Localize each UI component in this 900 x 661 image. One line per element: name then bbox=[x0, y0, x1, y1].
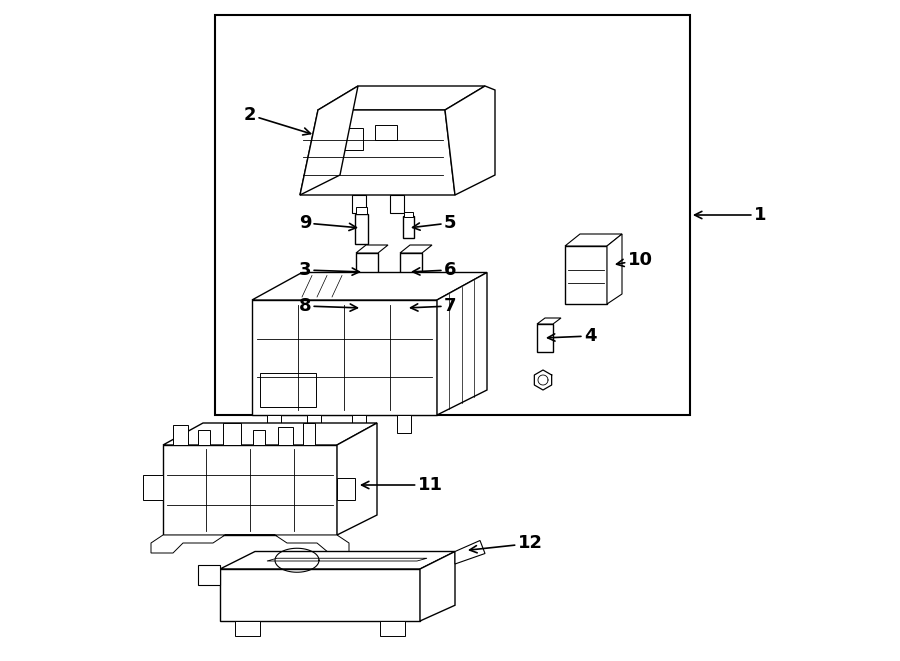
Bar bbox=[373, 290, 377, 299]
Polygon shape bbox=[565, 234, 622, 246]
Text: 12: 12 bbox=[470, 535, 543, 553]
Bar bbox=[352, 415, 366, 433]
Text: 5: 5 bbox=[412, 214, 456, 232]
Polygon shape bbox=[337, 423, 377, 535]
Bar bbox=[198, 430, 210, 445]
Bar bbox=[356, 207, 367, 214]
Bar bbox=[215, 15, 690, 415]
Polygon shape bbox=[318, 86, 485, 110]
Bar bbox=[303, 423, 315, 445]
Bar bbox=[380, 621, 405, 636]
Bar bbox=[397, 415, 411, 433]
Text: 4: 4 bbox=[547, 327, 596, 345]
Polygon shape bbox=[198, 565, 220, 585]
Bar bbox=[410, 290, 414, 299]
Text: 6: 6 bbox=[412, 261, 456, 279]
Polygon shape bbox=[455, 541, 485, 564]
Polygon shape bbox=[374, 291, 382, 319]
Text: 9: 9 bbox=[299, 214, 356, 232]
Polygon shape bbox=[220, 569, 420, 621]
Bar bbox=[223, 423, 241, 445]
Polygon shape bbox=[356, 245, 388, 253]
Bar bbox=[400, 253, 422, 291]
Bar bbox=[565, 246, 607, 304]
Bar bbox=[235, 621, 260, 636]
Text: 1: 1 bbox=[695, 206, 766, 224]
Bar bbox=[337, 478, 355, 500]
Polygon shape bbox=[163, 445, 337, 535]
Text: 8: 8 bbox=[299, 297, 357, 315]
Polygon shape bbox=[300, 110, 455, 195]
Bar bbox=[143, 475, 163, 500]
Polygon shape bbox=[252, 300, 437, 415]
Bar bbox=[356, 253, 378, 291]
Bar bbox=[355, 214, 368, 244]
Polygon shape bbox=[267, 559, 427, 561]
Bar bbox=[267, 415, 281, 433]
Bar bbox=[403, 216, 414, 238]
Polygon shape bbox=[445, 86, 495, 195]
Polygon shape bbox=[400, 245, 432, 253]
Bar bbox=[417, 290, 421, 299]
Polygon shape bbox=[420, 551, 455, 621]
Bar bbox=[400, 297, 418, 319]
Polygon shape bbox=[163, 423, 377, 445]
Polygon shape bbox=[252, 272, 487, 300]
Bar bbox=[390, 195, 404, 213]
Bar bbox=[173, 425, 188, 445]
Bar bbox=[307, 415, 321, 433]
Bar bbox=[335, 128, 363, 150]
Polygon shape bbox=[437, 272, 487, 415]
Text: 11: 11 bbox=[362, 476, 443, 494]
Bar bbox=[359, 290, 363, 299]
Bar bbox=[403, 290, 407, 299]
Text: 3: 3 bbox=[299, 261, 359, 279]
Bar bbox=[260, 373, 316, 407]
Polygon shape bbox=[607, 234, 622, 304]
Polygon shape bbox=[356, 291, 382, 297]
Polygon shape bbox=[300, 86, 358, 195]
Bar bbox=[366, 290, 370, 299]
Polygon shape bbox=[400, 291, 426, 297]
Polygon shape bbox=[151, 535, 349, 553]
Bar bbox=[375, 125, 397, 140]
Bar bbox=[278, 427, 293, 445]
Text: 2: 2 bbox=[244, 106, 310, 135]
Bar bbox=[537, 324, 553, 352]
Bar bbox=[404, 212, 413, 217]
Bar bbox=[356, 297, 374, 319]
Text: 10: 10 bbox=[616, 251, 652, 269]
Polygon shape bbox=[220, 551, 455, 569]
Polygon shape bbox=[537, 318, 561, 324]
Bar bbox=[352, 195, 366, 213]
Polygon shape bbox=[418, 291, 426, 319]
Text: 7: 7 bbox=[410, 297, 456, 315]
Bar bbox=[253, 430, 265, 445]
